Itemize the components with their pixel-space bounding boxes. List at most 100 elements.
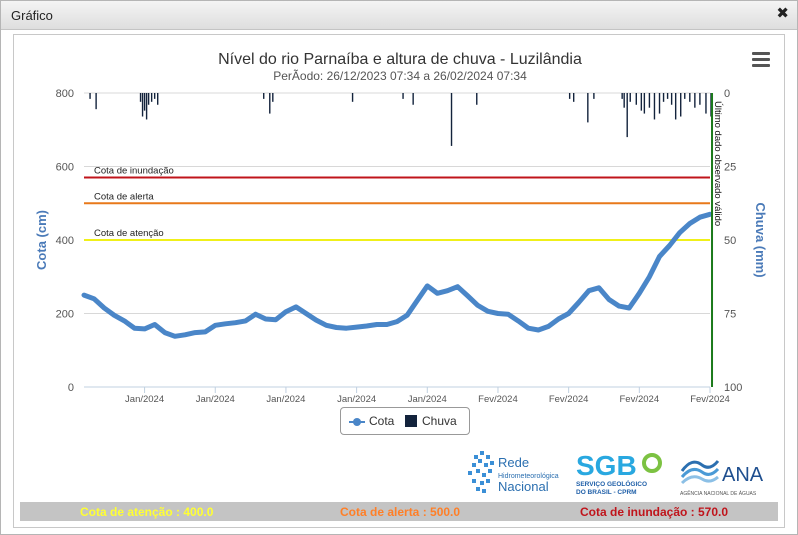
rain-bar bbox=[141, 93, 144, 117]
y2-axis-title: Chuva (mm) bbox=[753, 202, 768, 277]
threshold-label: Cota de inundação bbox=[94, 166, 174, 177]
cota-point bbox=[112, 313, 117, 318]
cota-point bbox=[576, 300, 581, 305]
legend-cota-label: Cota bbox=[369, 414, 395, 428]
footer-atencao: Cota de atenção : 400.0 bbox=[80, 505, 214, 519]
chart-subtitle: PerÃodo: 26/12/2023 07:34 a 26/02/2024 0… bbox=[273, 69, 527, 83]
y2-tick-label: 25 bbox=[724, 162, 736, 174]
y-tick-label: 800 bbox=[56, 88, 74, 100]
cota-point bbox=[536, 328, 541, 333]
cota-point bbox=[314, 318, 319, 323]
cota-point bbox=[455, 284, 460, 289]
close-icon[interactable]: ✖ bbox=[776, 5, 789, 22]
cota-point bbox=[273, 317, 278, 322]
cota-point bbox=[667, 243, 672, 248]
cota-point bbox=[213, 323, 218, 328]
cota-point bbox=[677, 230, 682, 235]
legend-chuva-label: Chuva bbox=[422, 414, 457, 428]
cota-series-line bbox=[81, 211, 713, 339]
rain-bar bbox=[412, 93, 414, 105]
sgb-logo-mark: SGB bbox=[576, 450, 637, 481]
cota-point bbox=[182, 332, 187, 337]
ana-logo-mark: ANA bbox=[722, 464, 764, 486]
x-tick-label: Jan/2024 bbox=[196, 394, 235, 405]
rain-bar bbox=[476, 93, 478, 105]
rain-bar bbox=[450, 93, 453, 146]
cota-point bbox=[253, 312, 258, 317]
cota-point bbox=[516, 318, 521, 323]
rain-bar bbox=[153, 93, 156, 99]
cota-point bbox=[374, 322, 379, 327]
cota-point bbox=[102, 305, 107, 310]
y2-tick-label: 0 bbox=[724, 88, 730, 100]
sgb-logo: SGB SERVIÇO GEOLÓGICO DO BRASIL - CPRM bbox=[576, 450, 662, 496]
rain-bar bbox=[689, 93, 691, 102]
cota-point bbox=[334, 325, 339, 330]
cota-point bbox=[607, 297, 612, 302]
y2-tick-label: 50 bbox=[724, 235, 736, 247]
legend-item-chuva[interactable]: Chuva bbox=[405, 414, 457, 428]
cota-point bbox=[344, 326, 349, 331]
cota-point bbox=[132, 326, 137, 331]
chart-title: Nível do rio Parnaíba e altura de chuva … bbox=[218, 51, 582, 68]
rain-bar bbox=[89, 93, 91, 99]
cota-point bbox=[485, 309, 490, 314]
x-tick-label: Jan/2024 bbox=[337, 394, 376, 405]
legend-cota-swatch bbox=[349, 417, 365, 426]
sgb-logo-line2: DO BRASIL - CPRM bbox=[576, 489, 637, 496]
cota-point bbox=[697, 215, 702, 220]
cota-point bbox=[445, 288, 450, 293]
cota-point bbox=[122, 318, 127, 323]
rain-bar bbox=[269, 93, 271, 114]
rain-bar bbox=[670, 93, 673, 105]
rain-bar bbox=[648, 93, 651, 108]
cota-point bbox=[82, 293, 86, 298]
rain-bar bbox=[150, 93, 153, 102]
rain-bar bbox=[402, 93, 404, 99]
y-tick-label: 200 bbox=[56, 309, 74, 321]
cota-point bbox=[324, 323, 329, 328]
x-tick-label: Fev/2024 bbox=[690, 394, 730, 405]
sgb-logo-line1: SERVIÇO GEOLÓGICO bbox=[576, 479, 647, 488]
cota-point bbox=[203, 329, 208, 334]
rain-bar bbox=[666, 93, 669, 99]
rain-bar bbox=[272, 93, 274, 102]
legend-item-cota[interactable]: Cota bbox=[349, 414, 394, 428]
cota-point bbox=[617, 304, 622, 309]
rain-bar bbox=[643, 93, 646, 114]
chart-panel: Nível do rio Parnaíba e altura de chuva … bbox=[13, 34, 785, 528]
cota-point bbox=[647, 274, 652, 279]
rain-bar bbox=[684, 93, 686, 99]
rain-bar bbox=[572, 93, 575, 102]
x-tick-label: Fev/2024 bbox=[620, 394, 660, 405]
cota-point bbox=[172, 334, 177, 339]
cota-point bbox=[637, 291, 642, 296]
cota-point bbox=[243, 318, 248, 323]
rain-bar bbox=[705, 93, 707, 114]
rain-bar bbox=[139, 93, 142, 102]
cota-point bbox=[142, 326, 147, 331]
x-tick-label: Fev/2024 bbox=[549, 394, 589, 405]
last-valid-marker-label: Último dado observado válido bbox=[712, 101, 723, 226]
rain-bar bbox=[621, 93, 623, 99]
dialog-title: Gráfico bbox=[11, 8, 53, 23]
cota-point bbox=[506, 312, 511, 317]
rain-bar bbox=[674, 93, 677, 120]
rain-bar bbox=[680, 93, 682, 117]
y-tick-label: 600 bbox=[56, 162, 74, 174]
chart-menu-icon[interactable] bbox=[752, 52, 770, 68]
rain-bar bbox=[662, 93, 665, 102]
rain-bar bbox=[710, 93, 712, 117]
cota-point bbox=[425, 283, 430, 288]
rain-bar bbox=[157, 93, 159, 105]
rain-bar bbox=[694, 93, 696, 108]
dialog-titlebar: Gráfico ✖ bbox=[1, 1, 797, 30]
rain-bar bbox=[147, 93, 150, 105]
rain-bar bbox=[623, 93, 625, 108]
rede-logo: Rede Hidrometeorológica Nacional bbox=[468, 451, 559, 494]
x-tick-label: Jan/2024 bbox=[408, 394, 447, 405]
cota-point bbox=[92, 296, 97, 301]
cota-point bbox=[586, 288, 591, 293]
rain-bar bbox=[351, 93, 354, 102]
